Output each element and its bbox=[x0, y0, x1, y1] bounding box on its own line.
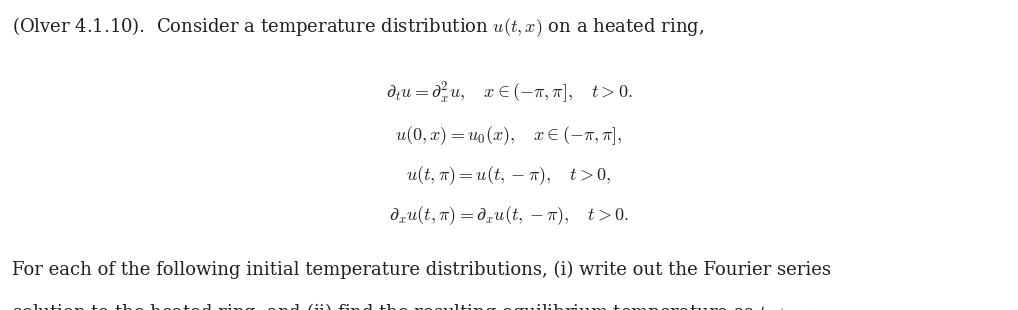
Text: For each of the following initial temperature distributions, (i) write out the F: For each of the following initial temper… bbox=[12, 260, 832, 279]
Text: $u(t,\pi) = u(t,-\pi), \quad t > 0,$: $u(t,\pi) = u(t,-\pi), \quad t > 0,$ bbox=[406, 164, 612, 187]
Text: $\partial_x u(t,\pi) = \partial_x u(t,-\pi), \quad t > 0.$: $\partial_x u(t,\pi) = \partial_x u(t,-\… bbox=[389, 205, 629, 227]
Text: solution to the heated ring, and (ii) find the resulting equilibrium temperature: solution to the heated ring, and (ii) fi… bbox=[12, 301, 814, 310]
Text: $\partial_t u = \partial_x^2 u, \quad x \in (-\pi, \pi], \quad t > 0.$: $\partial_t u = \partial_x^2 u, \quad x … bbox=[386, 81, 632, 106]
Text: $u(0,x) = u_0(x), \quad x \in (-\pi, \pi],$: $u(0,x) = u_0(x), \quad x \in (-\pi, \pi… bbox=[395, 124, 623, 147]
Text: (Olver 4.1.10).  Consider a temperature distribution $u(t,x)$ on a heated ring,: (Olver 4.1.10). Consider a temperature d… bbox=[12, 16, 704, 39]
